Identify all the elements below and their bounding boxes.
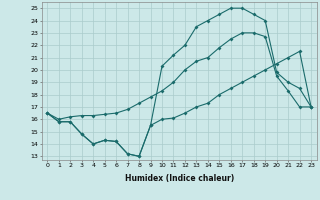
X-axis label: Humidex (Indice chaleur): Humidex (Indice chaleur) bbox=[124, 174, 234, 183]
